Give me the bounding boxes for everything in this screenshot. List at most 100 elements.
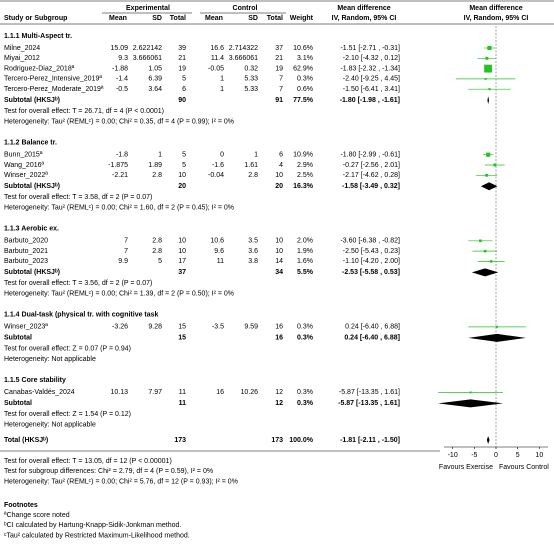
study-value: 17: [178, 258, 186, 265]
study-value: 5: [182, 76, 186, 83]
study-value: -1.875: [108, 162, 128, 169]
summary-diamond: [468, 333, 526, 342]
study-value: -2.50 [-5.43 , 0.23]: [343, 248, 400, 255]
summary-diamond: [487, 96, 490, 105]
test-text: Test for overall effect: T = 3.56, df = …: [4, 280, 152, 287]
study-value: 10.6: [210, 238, 224, 245]
group-title: 1.1.1 Multi-Aspect tr.: [4, 33, 72, 40]
favours-label: Favours Exercise: [439, 464, 493, 471]
study-value: 9.6: [214, 248, 224, 255]
study-value: 6: [279, 152, 283, 159]
study-marker: [485, 173, 488, 177]
subtotal: Subtotal (HKSJᵇ): [4, 183, 60, 190]
study-value: 2.5%: [297, 172, 313, 179]
total: -1.81 [-2.11 , -1.50]: [340, 437, 400, 444]
study-marker: [487, 45, 492, 51]
heterogeneity-text: Heterogeneity: Tau² (REMLᶜ) = 0.00; Chi²…: [4, 119, 234, 126]
study-value: 10: [178, 248, 186, 255]
study-value: 3.666061: [229, 55, 258, 62]
favours-label: Favours Control: [499, 464, 549, 471]
study-value: 19: [178, 65, 186, 72]
header-text: Control: [233, 5, 258, 12]
footnote: ªChange score noted: [4, 512, 70, 519]
subtotal: 37: [178, 269, 186, 276]
subtotal: 15: [178, 335, 186, 342]
study-value: 3.5: [248, 238, 258, 245]
summary-diamond: [480, 182, 498, 191]
column-header: Study or Subgroup: [4, 15, 67, 22]
study-marker: [483, 249, 487, 253]
study-value: -1.51 [-2.71 , -0.31]: [340, 45, 400, 52]
study-value: 10: [275, 238, 283, 245]
overall-text: Test for subgroup differences: Chi² = 2.…: [4, 468, 213, 475]
study-value: 10.26: [240, 389, 258, 396]
footnote: ᵇCI calculated by Hartung-Knapp-Sidik-Jo…: [4, 522, 181, 529]
study-value: 5.33: [244, 86, 258, 93]
study-value: 10: [275, 172, 283, 179]
subtotal: 0.3%: [297, 335, 314, 342]
study-value: -1.50 [-6.41 , 3.41]: [343, 86, 400, 93]
group-title: 1.1.3 Aerobic ex.: [4, 226, 59, 233]
subtotal: Subtotal (HKSJᵇ): [4, 97, 60, 104]
study-value: 3.6: [248, 248, 258, 255]
study-value: 12: [275, 389, 283, 396]
study-value: 15: [178, 324, 186, 331]
group-title: 1.1.4 Dual-task (physical tr. with cogni…: [4, 312, 159, 319]
study-marker: [488, 88, 491, 91]
study-value: 10.13: [110, 389, 128, 396]
study-value: 2.8: [152, 248, 162, 255]
study-name: Winser_2023ª: [4, 324, 48, 331]
study-name: Wang_2016ª: [4, 162, 44, 169]
study-value: 62.9%: [293, 65, 313, 72]
study-value: 3.666061: [133, 55, 162, 62]
x-tick-label: 0: [494, 452, 498, 459]
study-value: 0.3%: [297, 324, 313, 331]
subtotal: 16.3%: [293, 183, 314, 190]
study-value: 6.39: [148, 76, 162, 83]
heterogeneity-text: Heterogeneity: Not applicable: [4, 422, 96, 429]
study-value: 9.9: [118, 258, 128, 265]
study-value: 2.714322: [229, 45, 258, 52]
study-value: -3.5: [212, 324, 224, 331]
subtotal: Subtotal: [4, 335, 32, 342]
study-value: 1: [220, 76, 224, 83]
study-marker: [489, 260, 493, 263]
study-marker: [479, 239, 482, 243]
study-value: 2.8: [152, 172, 162, 179]
subtotal: -5.87 [-13.35 , 1.61]: [338, 400, 400, 407]
study-value: 1.9%: [297, 248, 313, 255]
group-title: 1.1.5 Core stability: [4, 377, 66, 384]
study-value: 1.61: [244, 162, 258, 169]
footnotes-title: Footnotes: [4, 502, 38, 509]
study-value: 2.9%: [297, 162, 313, 169]
study-value: 16: [275, 324, 283, 331]
study-value: -0.5: [116, 86, 128, 93]
study-value: 5.33: [244, 76, 258, 83]
subtotal: 11: [179, 400, 187, 407]
study-value: 6: [182, 86, 186, 93]
subtotal: 12: [275, 400, 283, 407]
subtotal: 20: [178, 183, 186, 190]
study-value: -1.80 [-2.99 , -0.61]: [340, 152, 400, 159]
study-value: 3.8: [248, 258, 258, 265]
study-value: 1.89: [148, 162, 162, 169]
summary-diamond: [486, 436, 490, 444]
study-value: 7: [279, 76, 283, 83]
study-value: 39: [178, 45, 186, 52]
study-value: 10: [178, 172, 186, 179]
subtotal: 16: [275, 335, 283, 342]
summary-diamond: [438, 399, 503, 408]
study-value: 9.3: [118, 55, 128, 62]
study-value: -2.17 [-4.62 , 0.28]: [343, 172, 400, 179]
test-text: Test for overall effect: T = 26.71, df =…: [4, 108, 164, 115]
study-name: Barbuto_2023: [4, 258, 48, 265]
study-value: 9.59: [244, 324, 258, 331]
study-value: 0.3%: [297, 389, 313, 396]
study-value: 1: [220, 86, 224, 93]
study-value: 2.8: [248, 172, 258, 179]
study-value: 4: [279, 162, 283, 169]
study-marker: [486, 152, 491, 157]
column-header: SD: [248, 15, 258, 22]
test-text: Test for overall effect: Z = 1.54 (P = 0…: [4, 411, 131, 418]
